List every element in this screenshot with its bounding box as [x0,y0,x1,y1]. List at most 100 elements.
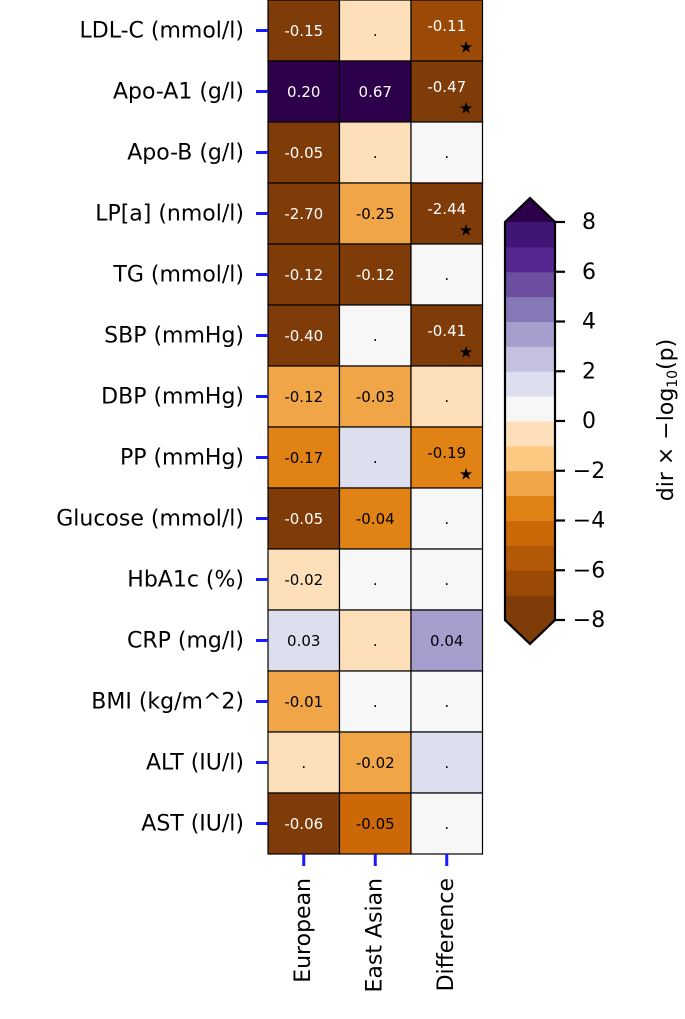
significance-star-icon: ★ [459,465,473,484]
heatmap-cell [338,365,412,428]
cell-value-label: . [444,388,449,406]
cell-value-label: -0.12 [356,266,395,284]
cell-value-label: . [444,571,449,589]
row-label: CRP (mg/l) [127,629,244,654]
heatmap-cell [410,0,484,62]
significance-star-icon: ★ [459,38,473,57]
cell-value-label: -0.40 [284,327,323,345]
heatmap-cell [267,121,341,184]
heatmap-cell [267,487,341,550]
colorbar-segment [505,222,555,248]
column-label: Difference [434,878,459,991]
colorbar-segment [505,271,555,298]
heatmap-cell [267,182,341,245]
colorbar-segment [505,371,555,397]
row-label: SBP (mmHg) [104,324,244,349]
colorbar-label-suffix: (p) [654,339,679,370]
cell-value-label: -0.03 [356,388,395,406]
colorbar-label-prefix: dir × −log [654,388,679,502]
cell-value-label: -0.12 [284,266,323,284]
cell-value-label: -0.12 [284,388,323,406]
heatmap-cell [338,243,412,306]
cell-value-label: -0.41 [427,322,466,340]
heatmap-cell [338,670,412,733]
colorbar-tick-label: 8 [582,210,596,235]
colorbar-tick-label: 2 [582,359,596,384]
row-label: HbA1c (%) [127,568,244,593]
heatmap-cell [338,548,412,611]
cell-value-label: -0.25 [356,205,395,223]
cell-value-label: 0.04 [430,632,463,650]
colorbar-label-subscript: 10 [665,370,681,388]
colorbar-tick-label: 0 [582,409,596,434]
heatmap-cell [410,60,484,123]
colorbar-segment [505,445,555,472]
heatmap-cell [267,60,341,123]
heatmap-cells: -0.15. -0.11 ★ 0.20 0.67 -0.47 ★ -0.05. . -2.70 -0… [267,0,484,855]
heatmap-cell [338,0,412,62]
colorbar-tick-label: −4 [573,509,605,534]
column-label: East Asian [362,878,387,993]
heatmap-cell [410,548,484,611]
colorbar-segment [505,246,555,273]
colorbar-segment [505,296,555,322]
colorbar-tick-label: 6 [582,260,596,285]
heatmap-cell [410,670,484,733]
significance-star-icon: ★ [459,221,473,240]
cell-value-label: -0.11 [427,17,466,35]
row-label: ALT (IU/l) [146,751,244,776]
cell-value-label: -0.01 [284,693,323,711]
heatmap-cell [410,365,484,428]
colorbar-tick-label: −6 [573,558,605,583]
cell-value-label: -0.47 [427,78,466,96]
cell-value-label: . [373,693,378,711]
significance-star-icon: ★ [459,343,473,362]
colorbar: 8 6 4 2 0 −2 −4 −6 −8 [503,196,605,646]
cell-value-label: . [373,449,378,467]
cell-value-label: -2.44 [427,200,466,218]
cell-value-label: . [444,754,449,772]
heatmap-cell [410,792,484,855]
colorbar-segment [505,545,555,571]
cell-value-label: -0.19 [427,444,466,462]
row-label: TG (mmol/l) [112,263,244,288]
colorbar-segment [505,346,555,372]
row-label: AST (IU/l) [141,812,244,837]
cell-value-label: . [444,510,449,528]
cell-value-label: . [301,754,306,772]
row-label: BMI (kg/m^2) [91,690,244,715]
cell-value-label: -0.05 [356,815,395,833]
colorbar-segment [505,570,555,596]
colorbar-segment [505,495,555,521]
column-labels: European East Asian Difference [291,854,459,993]
colorbar-segment [505,321,555,347]
row-label: LP[a] (nmol/l) [95,202,244,227]
cell-value-label: . [444,266,449,284]
colorbar-extend-bottom [505,620,555,644]
cell-value-label: . [373,144,378,162]
cell-value-label: . [373,327,378,345]
colorbar-tick-label: 4 [582,310,596,335]
significance-star-icon: ★ [459,99,473,118]
cell-value-label: -0.15 [284,22,323,40]
cell-value-label: -0.17 [284,449,323,467]
heatmap-cell [410,487,484,550]
colorbar-extend-top [505,198,555,222]
heatmap-cell [267,243,341,306]
cell-value-label: 0.03 [287,632,320,650]
colorbar-segment [505,396,555,422]
cell-value-label: -0.02 [356,754,395,772]
colorbar-segment [505,595,555,621]
cell-value-label: . [373,632,378,650]
heatmap-cell [267,792,341,855]
cell-value-label: 0.20 [287,83,320,101]
cell-value-label: 0.67 [359,83,392,101]
cell-value-label: -0.05 [284,144,323,162]
row-label: LDL-C (mmol/l) [80,19,244,44]
heatmap-cell [410,182,484,245]
cell-value-label: . [373,571,378,589]
row-labels: LDL-C (mmol/l) Apo-A1 (g/l) Apo-B (g/l) LP[… [56,19,268,837]
row-label: Apo-B (g/l) [127,141,244,166]
heatmap-cell [267,365,341,428]
